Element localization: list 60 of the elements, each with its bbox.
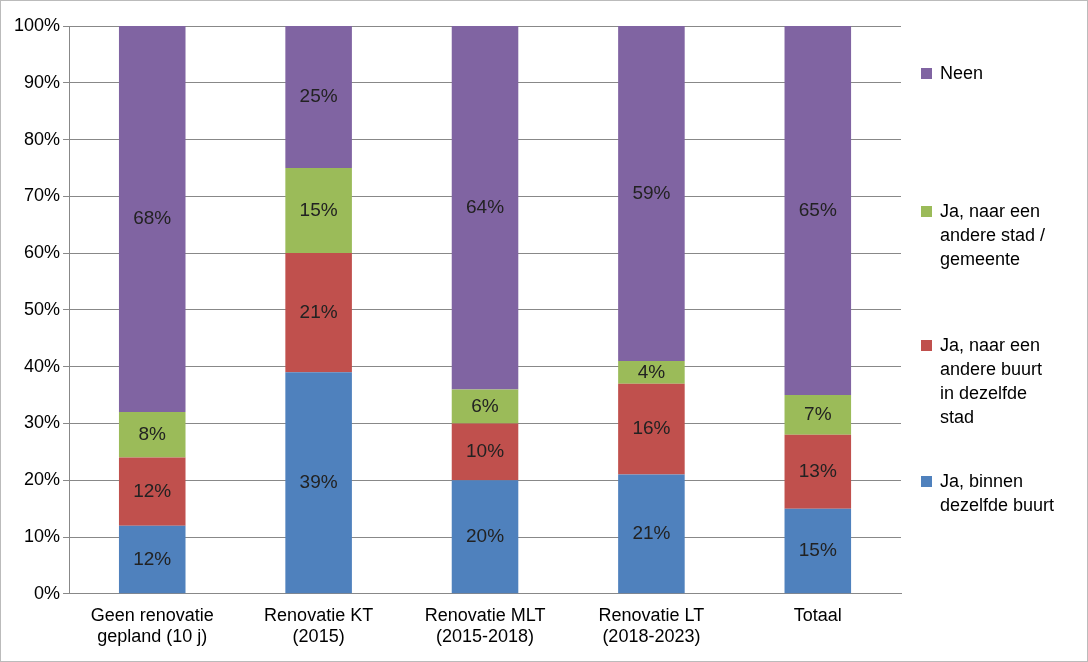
data-label: 12% xyxy=(133,479,172,501)
legend-label: Ja, naar een andere buurt in dezelfde stad xyxy=(940,334,1044,429)
y-tick-label: 90% xyxy=(24,71,61,92)
data-label: 15% xyxy=(798,539,837,561)
y-tick-label: 30% xyxy=(24,412,61,433)
data-label: 4% xyxy=(637,360,666,382)
bar xyxy=(285,167,352,254)
y-tick-label: 60% xyxy=(24,242,61,263)
legend-label: Ja, binnen dezelfde buurt xyxy=(940,470,1056,517)
legend-label: Ja, naar een andere stad / gemeente xyxy=(940,200,1047,271)
x-tick-label: Totaal xyxy=(793,604,842,625)
x-tick-label: Renovatie KT (2015) xyxy=(264,604,374,647)
bar xyxy=(118,412,186,458)
data-label: 8% xyxy=(138,423,167,445)
y-tick-label: 50% xyxy=(24,298,61,319)
x-tick-label: Geen renovatie gepland (10 j) xyxy=(90,604,214,647)
data-label: 25% xyxy=(299,85,338,107)
data-label: 64% xyxy=(466,195,505,217)
data-label: 12% xyxy=(133,547,172,569)
bar xyxy=(285,253,352,373)
y-tick-label: 100% xyxy=(13,14,61,35)
y-tick-label: 10% xyxy=(24,525,61,546)
y-tick-label: 20% xyxy=(24,469,61,490)
data-label: 13% xyxy=(798,459,837,481)
x-tick-label: Renovatie MLT (2015-2018) xyxy=(424,604,546,647)
bar xyxy=(118,457,186,526)
bar xyxy=(451,389,519,424)
bar xyxy=(451,480,519,594)
data-label: 7% xyxy=(804,403,832,425)
bar xyxy=(784,434,852,509)
bar xyxy=(618,474,685,594)
data-label: 39% xyxy=(299,471,338,493)
data-label: 65% xyxy=(798,198,837,220)
bar xyxy=(784,395,852,435)
data-label: 59% xyxy=(632,181,671,203)
y-tick-label: 80% xyxy=(24,128,61,149)
bar xyxy=(118,26,186,413)
bar xyxy=(285,26,352,168)
bar xyxy=(784,508,852,594)
data-label: 6% xyxy=(471,394,499,416)
bar xyxy=(618,383,685,475)
bar xyxy=(784,26,852,396)
data-label: 21% xyxy=(632,522,671,544)
legend-label: Neen xyxy=(940,62,984,85)
bar xyxy=(118,525,186,594)
y-tick-label: 0% xyxy=(34,582,61,603)
data-label: 16% xyxy=(632,417,671,439)
bar xyxy=(451,26,519,390)
bar xyxy=(618,361,685,384)
bar xyxy=(285,372,352,594)
data-label: 21% xyxy=(299,300,338,322)
x-tick-label: Renovatie LT (2018-2023) xyxy=(598,604,705,647)
data-label: 10% xyxy=(466,440,505,462)
y-tick-label: 70% xyxy=(24,185,61,206)
bar xyxy=(451,423,519,481)
bar xyxy=(618,26,685,361)
data-label: 20% xyxy=(466,525,505,546)
data-label: 68% xyxy=(133,207,172,229)
y-tick-label: 40% xyxy=(24,355,61,376)
data-label: 15% xyxy=(299,198,338,220)
